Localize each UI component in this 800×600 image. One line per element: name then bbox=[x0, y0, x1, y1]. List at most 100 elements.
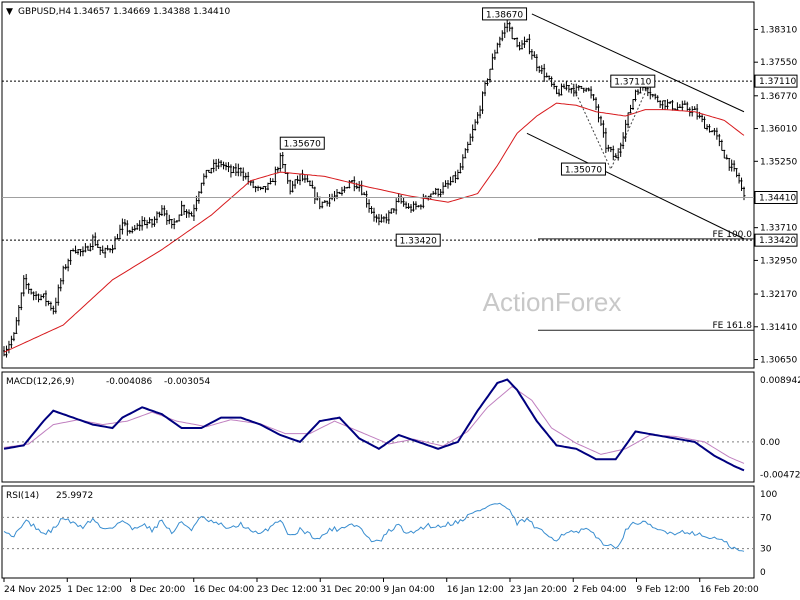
candle bbox=[661, 100, 665, 110]
candle bbox=[276, 166, 280, 174]
candle bbox=[173, 218, 176, 230]
rsi-pane[interactable] bbox=[1, 485, 755, 579]
macd-tick-label: 0.008942 bbox=[760, 376, 800, 386]
time-tick-label: 2 Feb 04:00 bbox=[573, 585, 627, 595]
candle bbox=[306, 174, 309, 183]
candle bbox=[178, 214, 181, 222]
candle bbox=[577, 85, 581, 91]
candle bbox=[481, 91, 485, 114]
candle bbox=[373, 207, 376, 222]
candle bbox=[84, 243, 87, 253]
candle bbox=[654, 93, 657, 100]
candle bbox=[10, 335, 13, 348]
candle bbox=[548, 75, 551, 81]
candle bbox=[212, 159, 216, 173]
price-label-box bbox=[279, 136, 325, 150]
candle bbox=[469, 133, 472, 145]
candle bbox=[632, 98, 635, 111]
candle bbox=[294, 179, 297, 189]
rsi-tick-label: 30 bbox=[760, 545, 772, 555]
collapse-triangle-icon[interactable]: ▼ bbox=[6, 7, 13, 17]
candle bbox=[395, 198, 398, 215]
candle bbox=[168, 214, 171, 225]
price-tick-label: 1.35250 bbox=[760, 157, 797, 167]
candle bbox=[133, 224, 137, 232]
rsi-line bbox=[3, 502, 745, 552]
candle bbox=[89, 243, 92, 252]
candle bbox=[407, 203, 411, 209]
candle bbox=[59, 278, 63, 292]
candle bbox=[740, 177, 744, 191]
price-tick-label: 1.31410 bbox=[760, 323, 797, 333]
axis-price-marker-box bbox=[754, 233, 798, 247]
candle bbox=[222, 161, 226, 170]
macd-signal-value: -0.003054 bbox=[164, 377, 210, 387]
time-tick-label: 16 Dec 04:00 bbox=[194, 585, 255, 595]
candle bbox=[390, 208, 393, 214]
channel-line bbox=[526, 132, 745, 240]
candle bbox=[192, 204, 196, 222]
candle bbox=[449, 176, 452, 186]
candle bbox=[234, 163, 238, 176]
candle bbox=[488, 68, 492, 83]
price-label-text: 1.38670 bbox=[486, 10, 523, 20]
candle bbox=[447, 179, 450, 189]
candle bbox=[47, 300, 50, 306]
candle bbox=[651, 93, 655, 98]
candle bbox=[158, 211, 161, 218]
candle bbox=[27, 282, 31, 294]
macd-signal-line bbox=[3, 385, 745, 464]
candle bbox=[296, 175, 300, 184]
candle bbox=[439, 189, 443, 198]
candle bbox=[210, 167, 213, 174]
rsi-plot bbox=[2, 502, 754, 552]
candle bbox=[464, 148, 467, 159]
candle bbox=[530, 49, 534, 60]
candle bbox=[183, 204, 186, 216]
symbol-label: GBPUSD,H4 bbox=[18, 7, 71, 17]
candle bbox=[323, 200, 327, 203]
candle bbox=[609, 146, 613, 153]
candle bbox=[730, 159, 734, 172]
price-plot: FE 100.0 FE 161.8 1.38670 1.37110 1.35670 1.3… bbox=[2, 7, 754, 358]
candle bbox=[155, 211, 159, 224]
candle bbox=[479, 105, 482, 119]
candle bbox=[202, 173, 206, 186]
macd-pane[interactable] bbox=[1, 371, 755, 483]
price-pane[interactable] bbox=[1, 1, 755, 369]
candle bbox=[417, 205, 420, 208]
candle bbox=[414, 201, 418, 210]
candle bbox=[126, 220, 129, 236]
candle bbox=[725, 154, 729, 160]
candle bbox=[696, 104, 699, 120]
candle bbox=[279, 152, 282, 172]
candle bbox=[669, 101, 672, 105]
candle bbox=[629, 104, 633, 114]
candle bbox=[32, 291, 36, 301]
candle bbox=[607, 144, 610, 152]
fibo-label: FE 100.0 bbox=[713, 230, 753, 240]
header-bar: ▼ GBPUSD,H4 1.34657 1.34669 1.34388 1.34… bbox=[6, 7, 230, 17]
candle bbox=[587, 87, 591, 92]
candle bbox=[143, 217, 147, 226]
price-label-box bbox=[395, 233, 441, 247]
candle bbox=[101, 245, 105, 254]
candle bbox=[733, 160, 736, 172]
candle bbox=[454, 171, 457, 184]
candle bbox=[516, 37, 519, 48]
candle bbox=[718, 133, 721, 147]
candle bbox=[429, 193, 433, 200]
candle bbox=[185, 209, 189, 218]
candle bbox=[427, 195, 430, 201]
candle bbox=[338, 191, 341, 194]
candle bbox=[180, 200, 184, 216]
candle bbox=[543, 63, 546, 82]
candle bbox=[79, 248, 82, 257]
candle bbox=[3, 346, 6, 357]
candle bbox=[266, 182, 270, 191]
axis-price-marker: 1.34410 bbox=[754, 190, 798, 204]
price-label-text: 1.37110 bbox=[614, 78, 651, 88]
candle bbox=[715, 127, 719, 140]
candle bbox=[15, 317, 18, 334]
